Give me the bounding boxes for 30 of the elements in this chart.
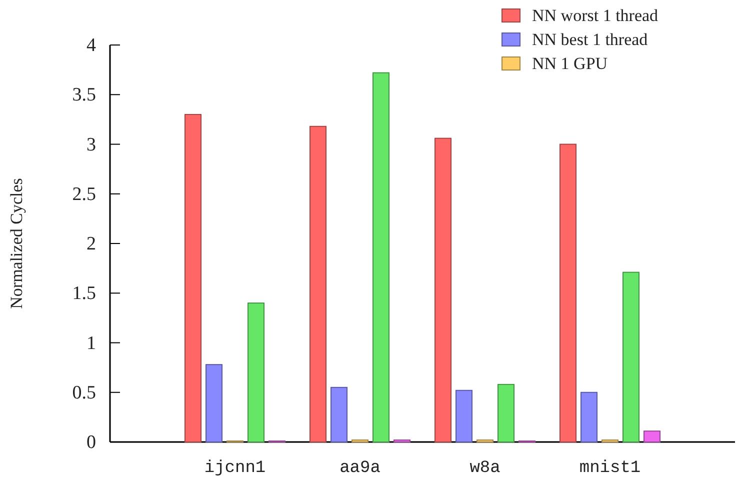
bar <box>622 272 640 442</box>
legend-label: NN worst 1 thread <box>532 6 659 25</box>
y-tick-label: 3.5 <box>72 84 96 106</box>
y-tick-label: 1.5 <box>72 283 96 304</box>
bar <box>644 430 660 442</box>
x-tick-label: ijcnn1 <box>204 459 266 478</box>
y-tick-label: 1 <box>86 332 96 354</box>
bar <box>310 126 326 442</box>
y-axis-title: Normalized Cycles <box>7 178 26 309</box>
y-tick-label: 0 <box>86 432 96 454</box>
y-tick-label: 0.5 <box>72 382 96 404</box>
legend-label: NN 1 GPU <box>532 54 608 73</box>
bar <box>560 144 576 442</box>
y-tick-label: 2 <box>86 234 96 255</box>
y-tick-label: 2.5 <box>72 184 96 205</box>
bar <box>184 114 202 442</box>
bar <box>248 302 264 442</box>
bar <box>206 364 222 442</box>
bar <box>580 392 598 442</box>
bar <box>498 384 514 442</box>
bar <box>456 390 472 442</box>
x-tick-label: aa9a <box>340 459 380 478</box>
bar <box>372 72 390 442</box>
y-tick-label: 4 <box>86 35 96 56</box>
legend-label: NN best 1 thread <box>532 30 648 49</box>
x-tick-label: mnist1 <box>579 459 641 478</box>
bar <box>434 138 452 442</box>
y-tick-label: 3 <box>86 134 96 156</box>
x-tick-label: w8a <box>470 459 500 478</box>
bar <box>330 386 348 442</box>
